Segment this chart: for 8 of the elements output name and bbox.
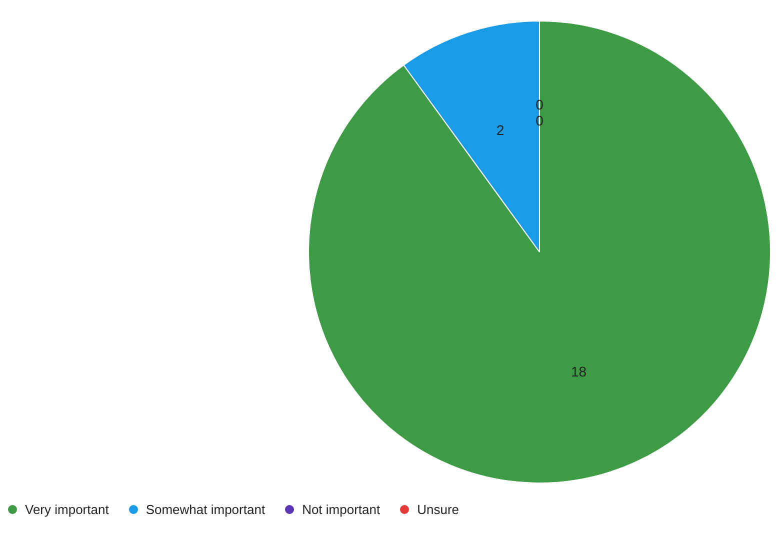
data-label: 18	[570, 364, 587, 380]
legend-label: Very important	[25, 502, 109, 517]
legend-label: Somewhat important	[146, 502, 266, 517]
data-label: 2	[496, 122, 504, 138]
text: 0	[536, 96, 544, 112]
legend-label: Unsure	[417, 502, 460, 517]
legend-label: Not important	[302, 502, 380, 517]
text: 0	[536, 112, 544, 128]
